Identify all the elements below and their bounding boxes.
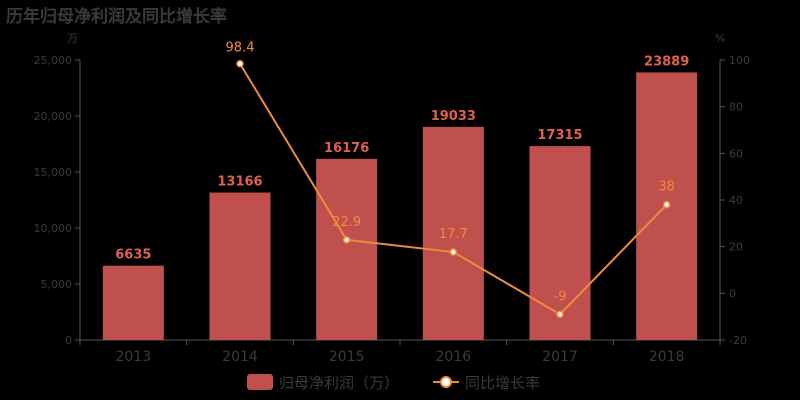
y-left-tick-label: 10,000 <box>34 222 73 235</box>
growth-label: -9 <box>554 289 567 304</box>
legend-line-label: 同比增长率 <box>465 374 540 392</box>
growth-point <box>236 59 244 68</box>
legend-line-marker <box>440 376 452 388</box>
y-left-tick-label: 0 <box>65 334 72 347</box>
bar-label: 13166 <box>217 175 262 190</box>
bar <box>529 146 591 340</box>
y-right-tick-label: 80 <box>729 101 743 114</box>
legend-bar-label: 归母净利润（万） <box>279 374 399 392</box>
y-right-tick-label: 0 <box>729 287 736 300</box>
x-tick-label: 2017 <box>542 349 578 365</box>
bar <box>102 265 164 340</box>
growth-label: 22.9 <box>332 215 361 230</box>
x-tick-label: 2014 <box>222 349 258 365</box>
y-right-tick-label: -20 <box>729 334 747 347</box>
x-tick-label: 2015 <box>329 349 365 365</box>
bar <box>316 158 378 340</box>
y-right-tick-label: 20 <box>729 241 743 254</box>
y-left-tick-label: 20,000 <box>34 110 73 123</box>
bar <box>209 192 271 340</box>
growth-label: 38 <box>658 180 675 195</box>
growth-point <box>662 200 671 209</box>
legend-bar-swatch <box>247 374 273 390</box>
y-left-unit: 万 <box>67 32 78 45</box>
y-left-tick-label: 25,000 <box>34 54 73 67</box>
growth-point <box>342 236 351 244</box>
y-right-tick-label: 40 <box>729 194 743 207</box>
y-right-tick-label: 100 <box>729 54 750 67</box>
y-right-unit: % <box>715 32 725 45</box>
growth-label: 17.7 <box>439 227 468 242</box>
growth-label: 98.4 <box>226 41 255 56</box>
bar <box>422 126 484 340</box>
growth-point <box>556 310 564 319</box>
x-tick-label: 2016 <box>436 349 472 365</box>
y-left-tick-label: 15,000 <box>34 166 73 179</box>
bar-label: 17315 <box>537 128 582 143</box>
x-tick-label: 2013 <box>116 349 152 365</box>
x-tick-label: 2018 <box>649 349 685 365</box>
y-left-tick-label: 5,000 <box>41 278 73 291</box>
bar-label: 16176 <box>324 141 369 156</box>
y-right-tick-label: 60 <box>729 147 743 160</box>
bar-label: 19033 <box>431 109 476 124</box>
chart-title: 历年归母净利润及同比增长率 <box>6 7 227 27</box>
growth-point <box>449 248 458 256</box>
bar-label: 6635 <box>115 248 151 263</box>
bar-label: 23889 <box>644 54 689 69</box>
